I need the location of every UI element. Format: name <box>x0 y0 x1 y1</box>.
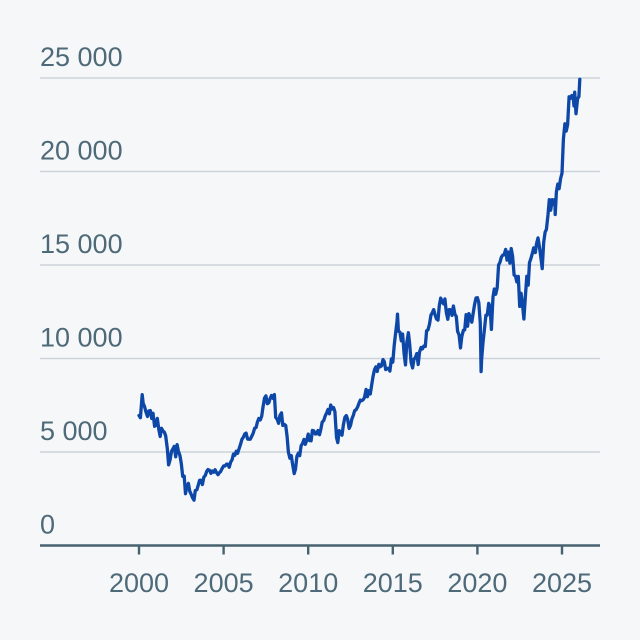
y-axis-label: 5 000 <box>40 416 108 446</box>
y-axis-label: 0 <box>40 510 55 540</box>
data-line <box>137 77 582 502</box>
y-axis-label: 15 000 <box>40 229 123 259</box>
y-axis-label: 10 000 <box>40 323 123 353</box>
y-axis-label: 20 000 <box>40 136 123 166</box>
x-axis-label: 2020 <box>447 568 507 598</box>
x-axis-label: 2010 <box>278 568 338 598</box>
y-axis-label: 25 000 <box>40 42 123 72</box>
x-axis-label: 2015 <box>363 568 423 598</box>
x-axis-label: 2000 <box>109 568 169 598</box>
x-axis-label: 2025 <box>532 568 592 598</box>
x-axis-label: 2005 <box>194 568 254 598</box>
